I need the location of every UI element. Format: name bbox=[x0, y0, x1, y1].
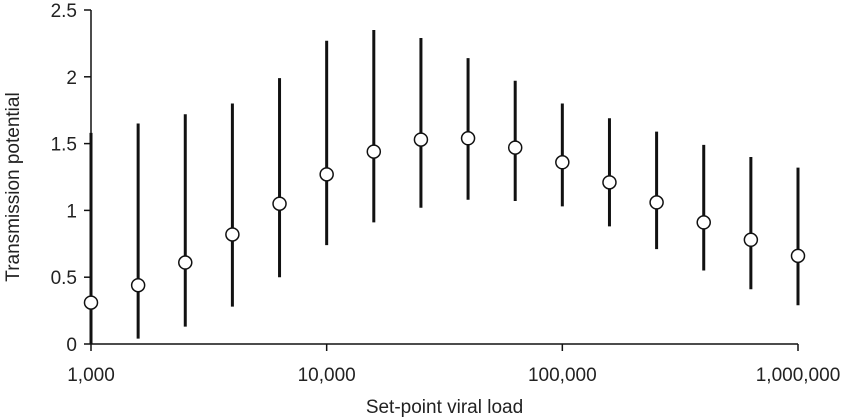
x-tick-label: 1,000 bbox=[67, 365, 115, 386]
y-tick-label: 2.5 bbox=[51, 1, 77, 22]
data-point bbox=[178, 255, 193, 270]
data-point bbox=[83, 295, 99, 310]
y-tick-label: 1 bbox=[66, 201, 77, 222]
data-point bbox=[319, 167, 334, 182]
data-point bbox=[555, 155, 570, 170]
y-tick-label: 0.5 bbox=[51, 268, 77, 289]
data-point bbox=[696, 215, 711, 230]
axes bbox=[90, 10, 798, 345]
data-point bbox=[743, 232, 759, 248]
data-point bbox=[649, 195, 664, 210]
data-point bbox=[366, 144, 382, 159]
y-tick-label: 0 bbox=[66, 335, 77, 356]
x-axis-title: Set-point viral load bbox=[366, 397, 523, 418]
y-axis-title: Transmission potential bbox=[3, 92, 24, 281]
data-points bbox=[83, 131, 806, 310]
x-tick-label: 1,000,000 bbox=[756, 365, 841, 386]
data-point bbox=[507, 140, 523, 155]
data-point bbox=[460, 131, 476, 146]
data-point bbox=[413, 132, 429, 147]
y-tick-label: 1.5 bbox=[51, 135, 77, 156]
data-point bbox=[130, 277, 146, 293]
x-axis-ticks: 1,000 10,000 100,000 1,000,000 bbox=[67, 344, 840, 386]
data-point bbox=[225, 227, 240, 242]
x-tick-label: 100,000 bbox=[528, 365, 597, 386]
y-tick-label: 2 bbox=[66, 68, 77, 89]
data-point bbox=[790, 248, 806, 264]
data-point bbox=[602, 175, 617, 190]
y-axis-ticks: 0 0.5 1 1.5 2 2.5 bbox=[51, 1, 91, 356]
x-tick-label: 10,000 bbox=[298, 365, 356, 386]
data-point bbox=[272, 196, 287, 211]
error-bars bbox=[89, 30, 800, 344]
